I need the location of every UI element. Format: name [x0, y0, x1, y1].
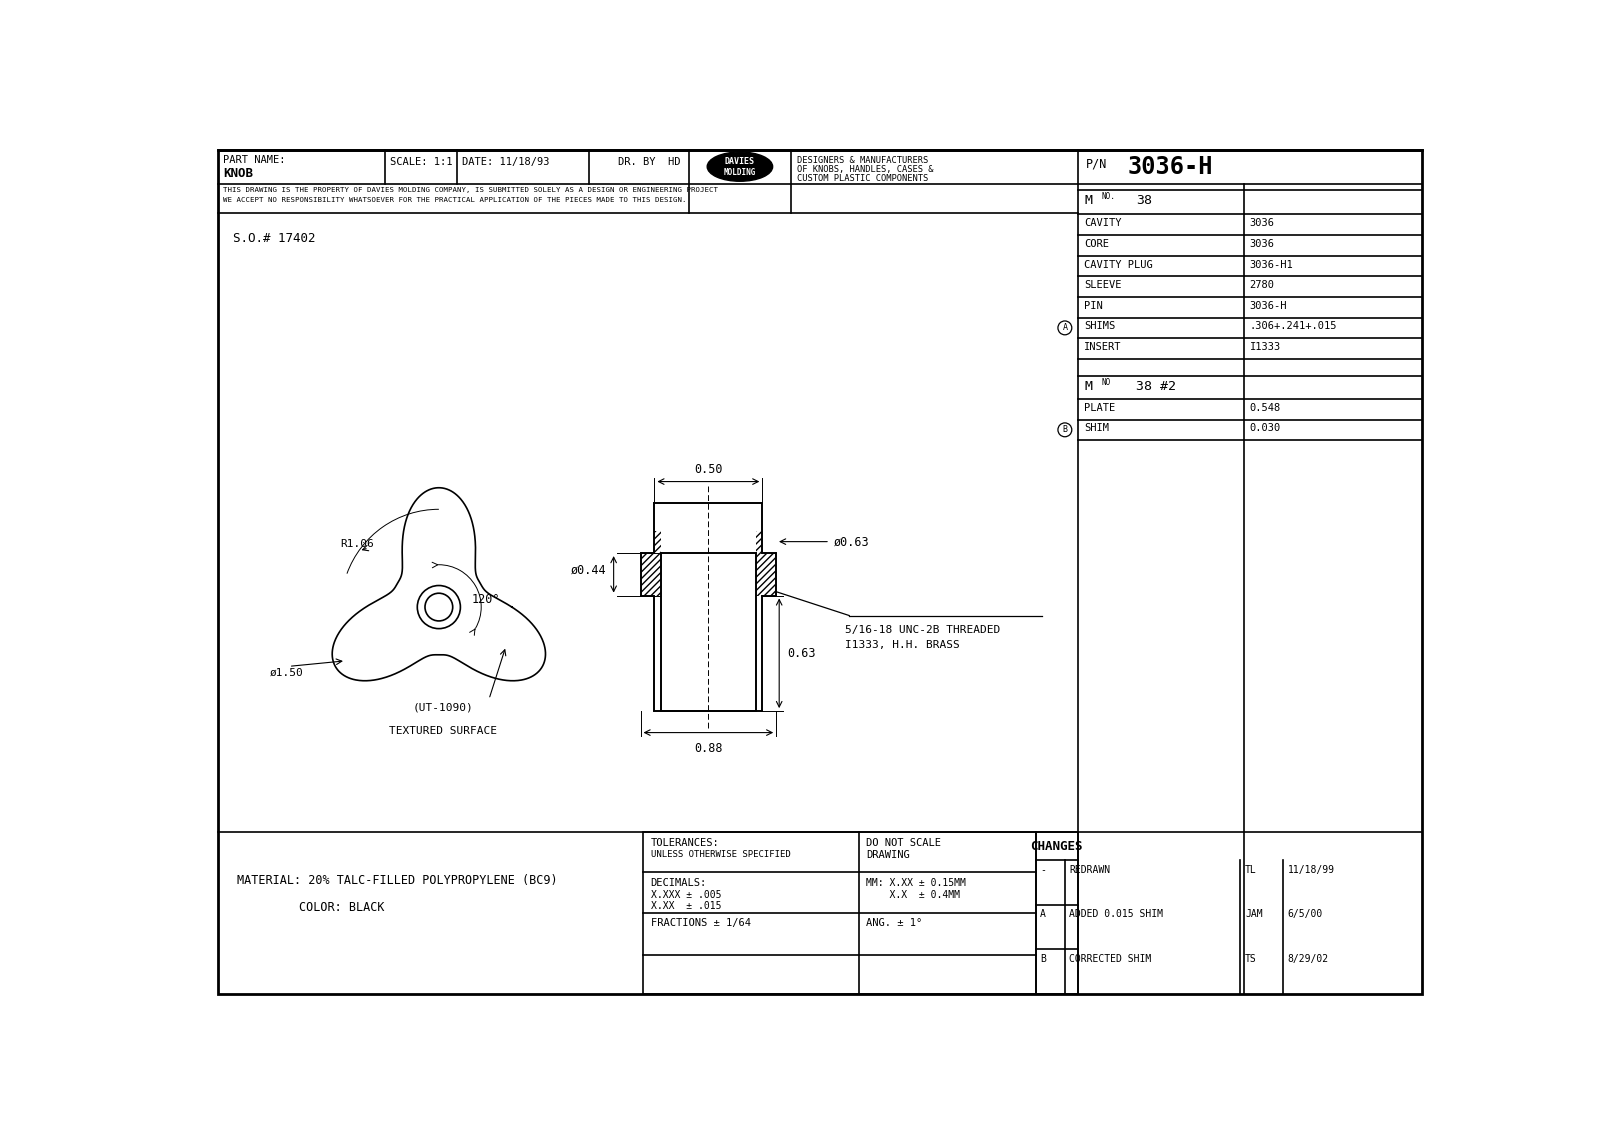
- Text: SLEEVE: SLEEVE: [1085, 280, 1122, 290]
- Text: 0.030: 0.030: [1250, 423, 1282, 434]
- Bar: [654, 531, 661, 554]
- Text: MOLDING: MOLDING: [723, 169, 757, 178]
- Text: B: B: [1062, 426, 1067, 435]
- Text: 2780: 2780: [1250, 280, 1275, 290]
- Text: 3036-H: 3036-H: [1128, 155, 1213, 179]
- Text: CAVITY PLUG: CAVITY PLUG: [1085, 259, 1154, 269]
- Text: B: B: [1040, 954, 1046, 963]
- Text: DAVIES: DAVIES: [725, 156, 755, 165]
- Text: I1333, H.H. BRASS: I1333, H.H. BRASS: [845, 641, 960, 650]
- Text: X.XX  ± .015: X.XX ± .015: [651, 901, 722, 911]
- Text: DATE: 11/18/93: DATE: 11/18/93: [462, 157, 549, 168]
- Text: 11/18/99: 11/18/99: [1288, 865, 1334, 875]
- Bar: [661, 554, 757, 711]
- Text: 0.88: 0.88: [694, 741, 723, 755]
- Text: SCALE: 1:1: SCALE: 1:1: [390, 157, 453, 168]
- Text: PIN: PIN: [1085, 301, 1102, 311]
- Text: FRACTIONS ± 1/64: FRACTIONS ± 1/64: [651, 918, 750, 928]
- Text: ø0.63: ø0.63: [834, 535, 869, 548]
- Text: 0.63: 0.63: [787, 646, 816, 660]
- Text: DECIMALS:: DECIMALS:: [651, 878, 707, 889]
- Text: PLATE: PLATE: [1085, 403, 1115, 413]
- Bar: [1035, 832, 1078, 994]
- Text: ø0.44: ø0.44: [570, 564, 606, 577]
- Text: 8/29/02: 8/29/02: [1288, 954, 1328, 963]
- Ellipse shape: [707, 152, 773, 181]
- Text: MM: X.XX ± 0.15MM: MM: X.XX ± 0.15MM: [866, 878, 966, 889]
- Text: A: A: [1040, 909, 1046, 919]
- Text: CUSTOM PLASTIC COMPONENTS: CUSTOM PLASTIC COMPONENTS: [797, 174, 928, 183]
- Text: 5/16-18 UNC-2B THREADED: 5/16-18 UNC-2B THREADED: [845, 625, 1000, 635]
- Text: SHIMS: SHIMS: [1085, 321, 1115, 332]
- Text: NO.: NO.: [1101, 192, 1115, 201]
- Text: 0.50: 0.50: [694, 463, 723, 477]
- Text: .306+.241+.015: .306+.241+.015: [1250, 321, 1338, 332]
- Text: X.X  ± 0.4MM: X.X ± 0.4MM: [866, 891, 960, 900]
- Text: TS: TS: [1245, 954, 1256, 963]
- Bar: [757, 531, 762, 554]
- Text: WE ACCEPT NO RESPONSIBILITY WHATSOEVER FOR THE PRACTICAL APPLICATION OF THE PIEC: WE ACCEPT NO RESPONSIBILITY WHATSOEVER F…: [224, 197, 686, 204]
- Text: CAVITY: CAVITY: [1085, 218, 1122, 229]
- Text: 6/5/00: 6/5/00: [1288, 909, 1323, 919]
- Text: MATERIAL: 20% TALC-FILLED POLYPROPYLENE (BC9): MATERIAL: 20% TALC-FILLED POLYPROPYLENE …: [237, 874, 558, 887]
- Text: SHIM: SHIM: [1085, 423, 1109, 434]
- Text: R1.06: R1.06: [341, 539, 374, 549]
- Text: INSERT: INSERT: [1085, 342, 1122, 352]
- Polygon shape: [640, 503, 776, 711]
- Bar: [640, 554, 661, 595]
- Text: KNOB: KNOB: [224, 166, 253, 180]
- Text: TL: TL: [1245, 865, 1256, 875]
- Text: CORE: CORE: [1085, 239, 1109, 249]
- Text: 3036-H1: 3036-H1: [1250, 259, 1293, 269]
- Text: M: M: [1085, 194, 1093, 206]
- Text: UNLESS OTHERWISE SPECIFIED: UNLESS OTHERWISE SPECIFIED: [651, 850, 790, 859]
- Text: I1333: I1333: [1250, 342, 1282, 352]
- Text: TOLERANCES:: TOLERANCES:: [651, 838, 720, 848]
- Text: 3036: 3036: [1250, 218, 1275, 229]
- Text: DRAWING: DRAWING: [866, 850, 910, 859]
- Text: 3036-H: 3036-H: [1250, 301, 1286, 311]
- Text: P/N: P/N: [1086, 157, 1107, 171]
- Text: DR. BY  HD: DR. BY HD: [618, 157, 680, 168]
- Text: THIS DRAWING IS THE PROPERTY OF DAVIES MOLDING COMPANY, IS SUBMITTED SOLELY AS A: THIS DRAWING IS THE PROPERTY OF DAVIES M…: [224, 188, 718, 194]
- Text: M: M: [1085, 379, 1093, 393]
- Text: S.O.# 17402: S.O.# 17402: [234, 232, 315, 246]
- Text: 3036: 3036: [1250, 239, 1275, 249]
- Text: REDRAWN: REDRAWN: [1069, 865, 1110, 875]
- Text: TEXTURED SURFACE: TEXTURED SURFACE: [389, 727, 496, 737]
- Circle shape: [426, 593, 453, 621]
- Text: -: -: [1040, 865, 1046, 875]
- Text: 120°: 120°: [470, 593, 499, 606]
- Text: (UT-1090): (UT-1090): [413, 703, 474, 712]
- Text: CHANGES: CHANGES: [1030, 840, 1083, 852]
- Text: CORRECTED SHIM: CORRECTED SHIM: [1069, 954, 1152, 963]
- Text: NO: NO: [1101, 378, 1110, 387]
- Text: OF KNOBS, HANDLES, CASES &: OF KNOBS, HANDLES, CASES &: [797, 165, 933, 174]
- Bar: [757, 554, 776, 595]
- Text: ANG. ± 1°: ANG. ± 1°: [866, 918, 923, 928]
- Text: DESIGNERS & MANUFACTURERS: DESIGNERS & MANUFACTURERS: [797, 156, 928, 165]
- Polygon shape: [333, 488, 546, 680]
- Text: 38 #2: 38 #2: [1136, 380, 1176, 394]
- Text: A: A: [1062, 324, 1067, 333]
- Text: 0.548: 0.548: [1250, 403, 1282, 413]
- Text: ADDED 0.015 SHIM: ADDED 0.015 SHIM: [1069, 909, 1163, 919]
- Text: 38: 38: [1136, 195, 1152, 207]
- Text: COLOR: BLACK: COLOR: BLACK: [299, 901, 384, 915]
- Text: PART NAME:: PART NAME:: [224, 155, 286, 165]
- Text: JAM: JAM: [1245, 909, 1262, 919]
- Bar: [643, 832, 1035, 994]
- Text: ø1.50: ø1.50: [269, 668, 304, 678]
- Circle shape: [418, 585, 461, 628]
- Text: X.XXX ± .005: X.XXX ± .005: [651, 891, 722, 900]
- Text: DO NOT SCALE: DO NOT SCALE: [866, 838, 941, 848]
